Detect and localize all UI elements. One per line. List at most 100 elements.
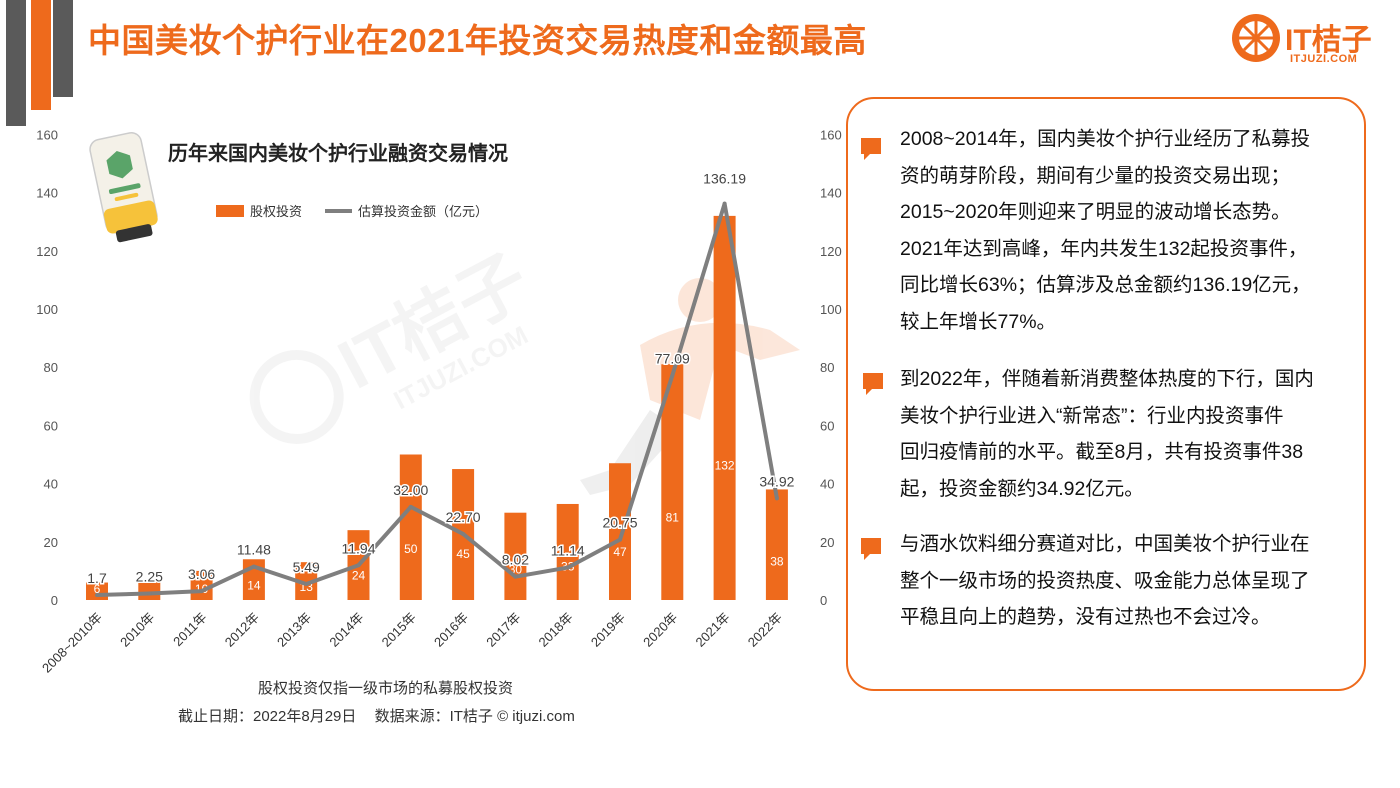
panel-line: 2021年达到高峰，年内共发生132起投资事件， [900, 237, 1308, 260]
panel-line: 较上年增长77%。 [900, 310, 1057, 333]
decor-bar-gray-right [53, 0, 73, 97]
x-tick-label-5: 2014年 [326, 610, 366, 650]
line-label-12: 136.19 [703, 171, 746, 187]
line-series [95, 201, 779, 598]
line-point-2 [199, 589, 204, 594]
line-label-13: 34.92 [759, 473, 794, 489]
x-tick-label-1: 2010年 [117, 610, 157, 650]
decor-bar-orange [31, 0, 51, 110]
line-point-3 [251, 564, 256, 569]
chart-legend[interactable]: 股权投资 估算投资金额（亿元） [216, 204, 488, 219]
line-point-6 [408, 504, 413, 509]
line-point-11 [670, 373, 675, 378]
x-tick-label-2: 2011年 [170, 610, 210, 650]
x-tick-label-7: 2016年 [431, 610, 471, 650]
right-axis-tick: 100 [820, 302, 842, 317]
bar-8 [504, 512, 527, 600]
bar-label-6: 50 [404, 542, 418, 556]
panel-line: 起，投资金额约34.92亿元。 [900, 477, 1144, 500]
line-label-4: 5.49 [293, 559, 320, 575]
panel-line: 2015~2020年则迎来了明显的波动增长态势。 [900, 201, 1291, 223]
panel-paragraph-3: 与酒水饮料细分赛道对比，中国美妆个护行业在 整个一级市场的投资热度、吸金能力总体… [900, 526, 1350, 636]
left-axis-tick: 20 [44, 535, 58, 550]
bar-label-13: 38 [770, 554, 784, 568]
speech-bubble-icon [863, 373, 883, 395]
line-label-6: 32.00 [393, 482, 428, 498]
bar-13 [765, 489, 788, 600]
x-axis: 2008~2010年 2010年 2011年 2012年 2013年 2014年 2015年… [39, 610, 785, 676]
bar-10 [609, 463, 631, 600]
left-axis-tick: 40 [44, 477, 58, 492]
watermark: IT桔子 ITJUZI.COM [249, 240, 541, 444]
watermark-logo-icon [249, 349, 344, 444]
line-label-11: 77.09 [655, 351, 690, 367]
line-point-7 [461, 531, 466, 536]
legend-item-equity: 股权投资 [216, 204, 302, 219]
bar-label-12: 132 [715, 459, 735, 473]
line-label-2: 3.06 [188, 566, 215, 582]
x-tick-label-9: 2018年 [536, 610, 576, 650]
bar-label-11: 81 [666, 511, 680, 525]
line-label-7: 22.70 [446, 509, 481, 525]
bar-series [86, 215, 788, 600]
logo-text: IT桔子 [1285, 24, 1372, 57]
line-point-10 [618, 537, 622, 542]
amount-line [96, 201, 779, 598]
left-axis-tick: 120 [36, 244, 58, 259]
right-axis-tick: 160 [820, 127, 842, 142]
bar-label-0: 6 [94, 582, 101, 596]
legend-label: 估算投资金额（亿元） [358, 204, 488, 219]
right-axis-tick: 0 [820, 593, 827, 608]
right-axis-tick: 120 [820, 244, 842, 259]
logo-url: ITJUZI.COM [1290, 53, 1358, 65]
bar-4 [295, 562, 318, 600]
line-point-8 [513, 574, 518, 579]
x-tick-label-12: 2021年 [692, 610, 732, 650]
right-y-axis: 0 20 40 60 80 100 120 140 160 [820, 127, 842, 608]
bar-12 [713, 215, 736, 600]
cutoff-date: 截止日期：2022年8月29日 [178, 708, 357, 725]
legend-item-amount: 估算投资金额（亿元） [325, 204, 488, 219]
legend-label: 股权投资 [250, 204, 302, 219]
x-tick-label-3: 2012年 [222, 610, 262, 650]
bar-label-3: 14 [247, 579, 261, 593]
bar-11 [661, 364, 684, 600]
bar-label-7: 45 [456, 547, 470, 561]
right-axis-tick: 140 [820, 186, 842, 201]
decor-bar-gray-left [6, 0, 26, 126]
line-point-9 [565, 565, 570, 570]
panel-line: 2008~2014年，国内美妆个护行业经历了私募投 [900, 128, 1311, 150]
bar-label-5: 24 [352, 569, 366, 583]
bar-9 [556, 503, 579, 600]
right-axis-tick: 40 [820, 477, 834, 492]
left-axis-tick: 160 [36, 127, 58, 142]
speech-bubble-icon [861, 538, 881, 560]
panel-paragraph-2: 到2022年，伴随着新消费整体热度的下行，国内 美妆个护行业进入“新常态”：行业… [900, 361, 1350, 507]
cosmetic-tube-icon [89, 132, 158, 243]
panel-line: 整个一级市场的投资热度、吸金能力总体呈现了 [900, 569, 1310, 592]
chart-title: 历年来国内美妆个护行业融资交易情况 [168, 141, 508, 165]
x-tick-label-10: 2019年 [588, 610, 628, 650]
x-tick-label-0: 2008~2010年 [39, 610, 105, 676]
x-tick-label-4: 2013年 [274, 610, 314, 650]
line-label-9: 11.14 [551, 543, 585, 559]
left-axis-tick: 80 [44, 360, 58, 375]
left-axis-tick: 140 [36, 186, 58, 201]
insight-panel: 2008~2014年，国内美妆个护行业经历了私募投 资的萌芽阶段，期间有少量的投… [846, 97, 1366, 691]
right-axis-tick: 60 [820, 418, 834, 433]
right-axis-tick: 20 [820, 535, 834, 550]
line-label-3: 11.48 [237, 542, 271, 558]
chart-footnote: 股权投资仅指一级市场的私募股权投资 [258, 680, 514, 697]
panel-line: 资的萌芽阶段，期间有少量的投资交易出现； [900, 164, 1291, 187]
legend-swatch-bar [216, 205, 244, 217]
panel-line: 平稳且向上的趋势，没有过热也不会过冷。 [900, 606, 1271, 628]
panel-line: 到2022年，伴随着新消费整体热度的下行，国内 [900, 368, 1314, 390]
line-point-4 [304, 582, 309, 587]
line-point-1 [147, 591, 152, 596]
x-tick-label-11: 2020年 [640, 610, 680, 650]
line-point-5 [356, 563, 361, 568]
line-label-1: 2.25 [136, 568, 163, 584]
bar-6 [399, 454, 422, 600]
right-axis-tick: 80 [820, 360, 834, 375]
